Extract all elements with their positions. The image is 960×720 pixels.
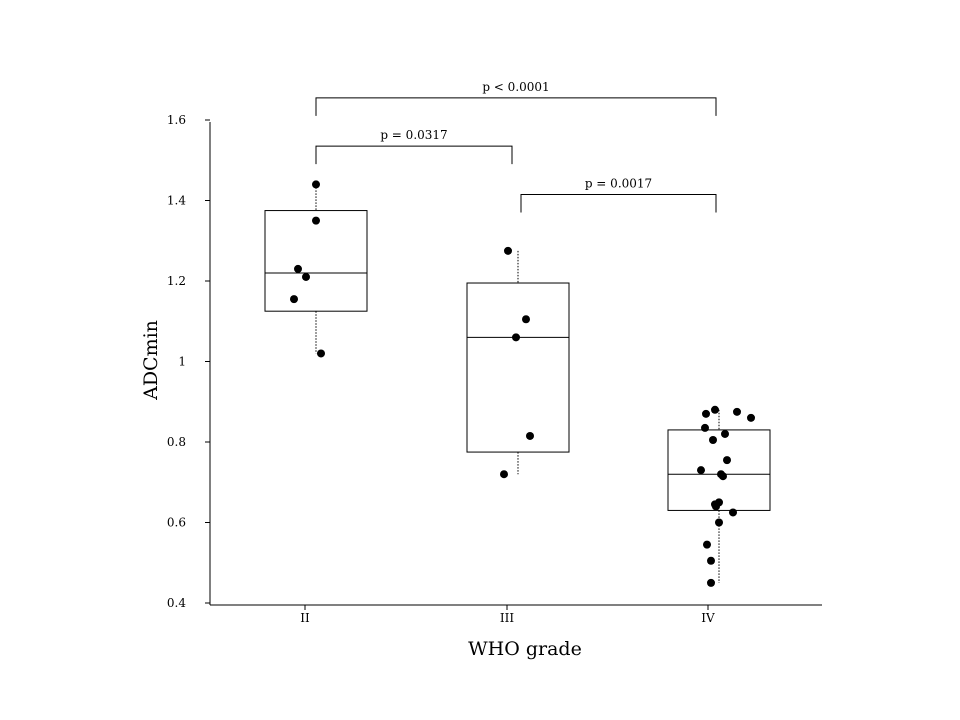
x-tick-label: IV (701, 611, 715, 625)
x-ticks: II III IV (300, 605, 715, 625)
data-point (709, 435, 717, 444)
significance-bracket (520, 193, 717, 213)
data-point (747, 413, 755, 422)
box-III (466, 282, 570, 453)
data-point (697, 466, 705, 475)
data-point (729, 508, 737, 517)
significance-brackets: p < 0.0001 p = 0.0317 p = 0.0017 (315, 80, 717, 213)
data-point (312, 216, 320, 225)
p-value-label: p = 0.0317 (380, 128, 447, 142)
significance-bracket (315, 97, 717, 116)
data-point (290, 295, 298, 304)
data-point (719, 472, 727, 481)
data-point (526, 431, 534, 440)
data-point (711, 405, 719, 414)
box-II (264, 210, 368, 312)
data-point (312, 180, 320, 189)
y-ticks: 1.6 1.4 1.2 1 0.8 0.6 0.4 (167, 113, 210, 610)
x-tick-label: III (500, 611, 514, 625)
data-point (294, 264, 302, 273)
y-tick-label: 1 (178, 355, 186, 369)
p-value-label: p < 0.0001 (482, 80, 549, 94)
data-point (707, 578, 715, 587)
data-point (702, 409, 710, 418)
y-tick-label: 1.2 (167, 274, 186, 288)
data-point (723, 456, 731, 465)
data-point (715, 518, 723, 527)
data-point (703, 540, 711, 549)
significance-bracket (315, 145, 513, 165)
y-axis-title: ADCmin (140, 320, 162, 401)
data-point (522, 315, 530, 324)
data-point (512, 333, 520, 342)
data-point (504, 246, 512, 255)
data-point (707, 556, 715, 565)
data-point (712, 502, 720, 511)
y-tick-label: 1.6 (167, 113, 186, 127)
x-tick-label: II (300, 611, 310, 625)
data-point (500, 470, 508, 479)
y-tick-label: 1.4 (167, 194, 186, 208)
axes (209, 122, 822, 606)
data-points (290, 180, 755, 587)
data-point (721, 429, 729, 438)
data-point (733, 407, 741, 416)
y-tick-label: 0.4 (167, 596, 186, 610)
data-point (302, 272, 310, 281)
y-tick-label: 0.6 (167, 516, 186, 530)
boxes (264, 210, 771, 511)
data-point (701, 423, 709, 432)
p-value-label: p = 0.0017 (585, 176, 652, 190)
data-point (317, 349, 325, 358)
box-IV (667, 429, 771, 511)
y-tick-label: 0.8 (167, 435, 186, 449)
x-axis-title: WHO grade (468, 638, 582, 660)
